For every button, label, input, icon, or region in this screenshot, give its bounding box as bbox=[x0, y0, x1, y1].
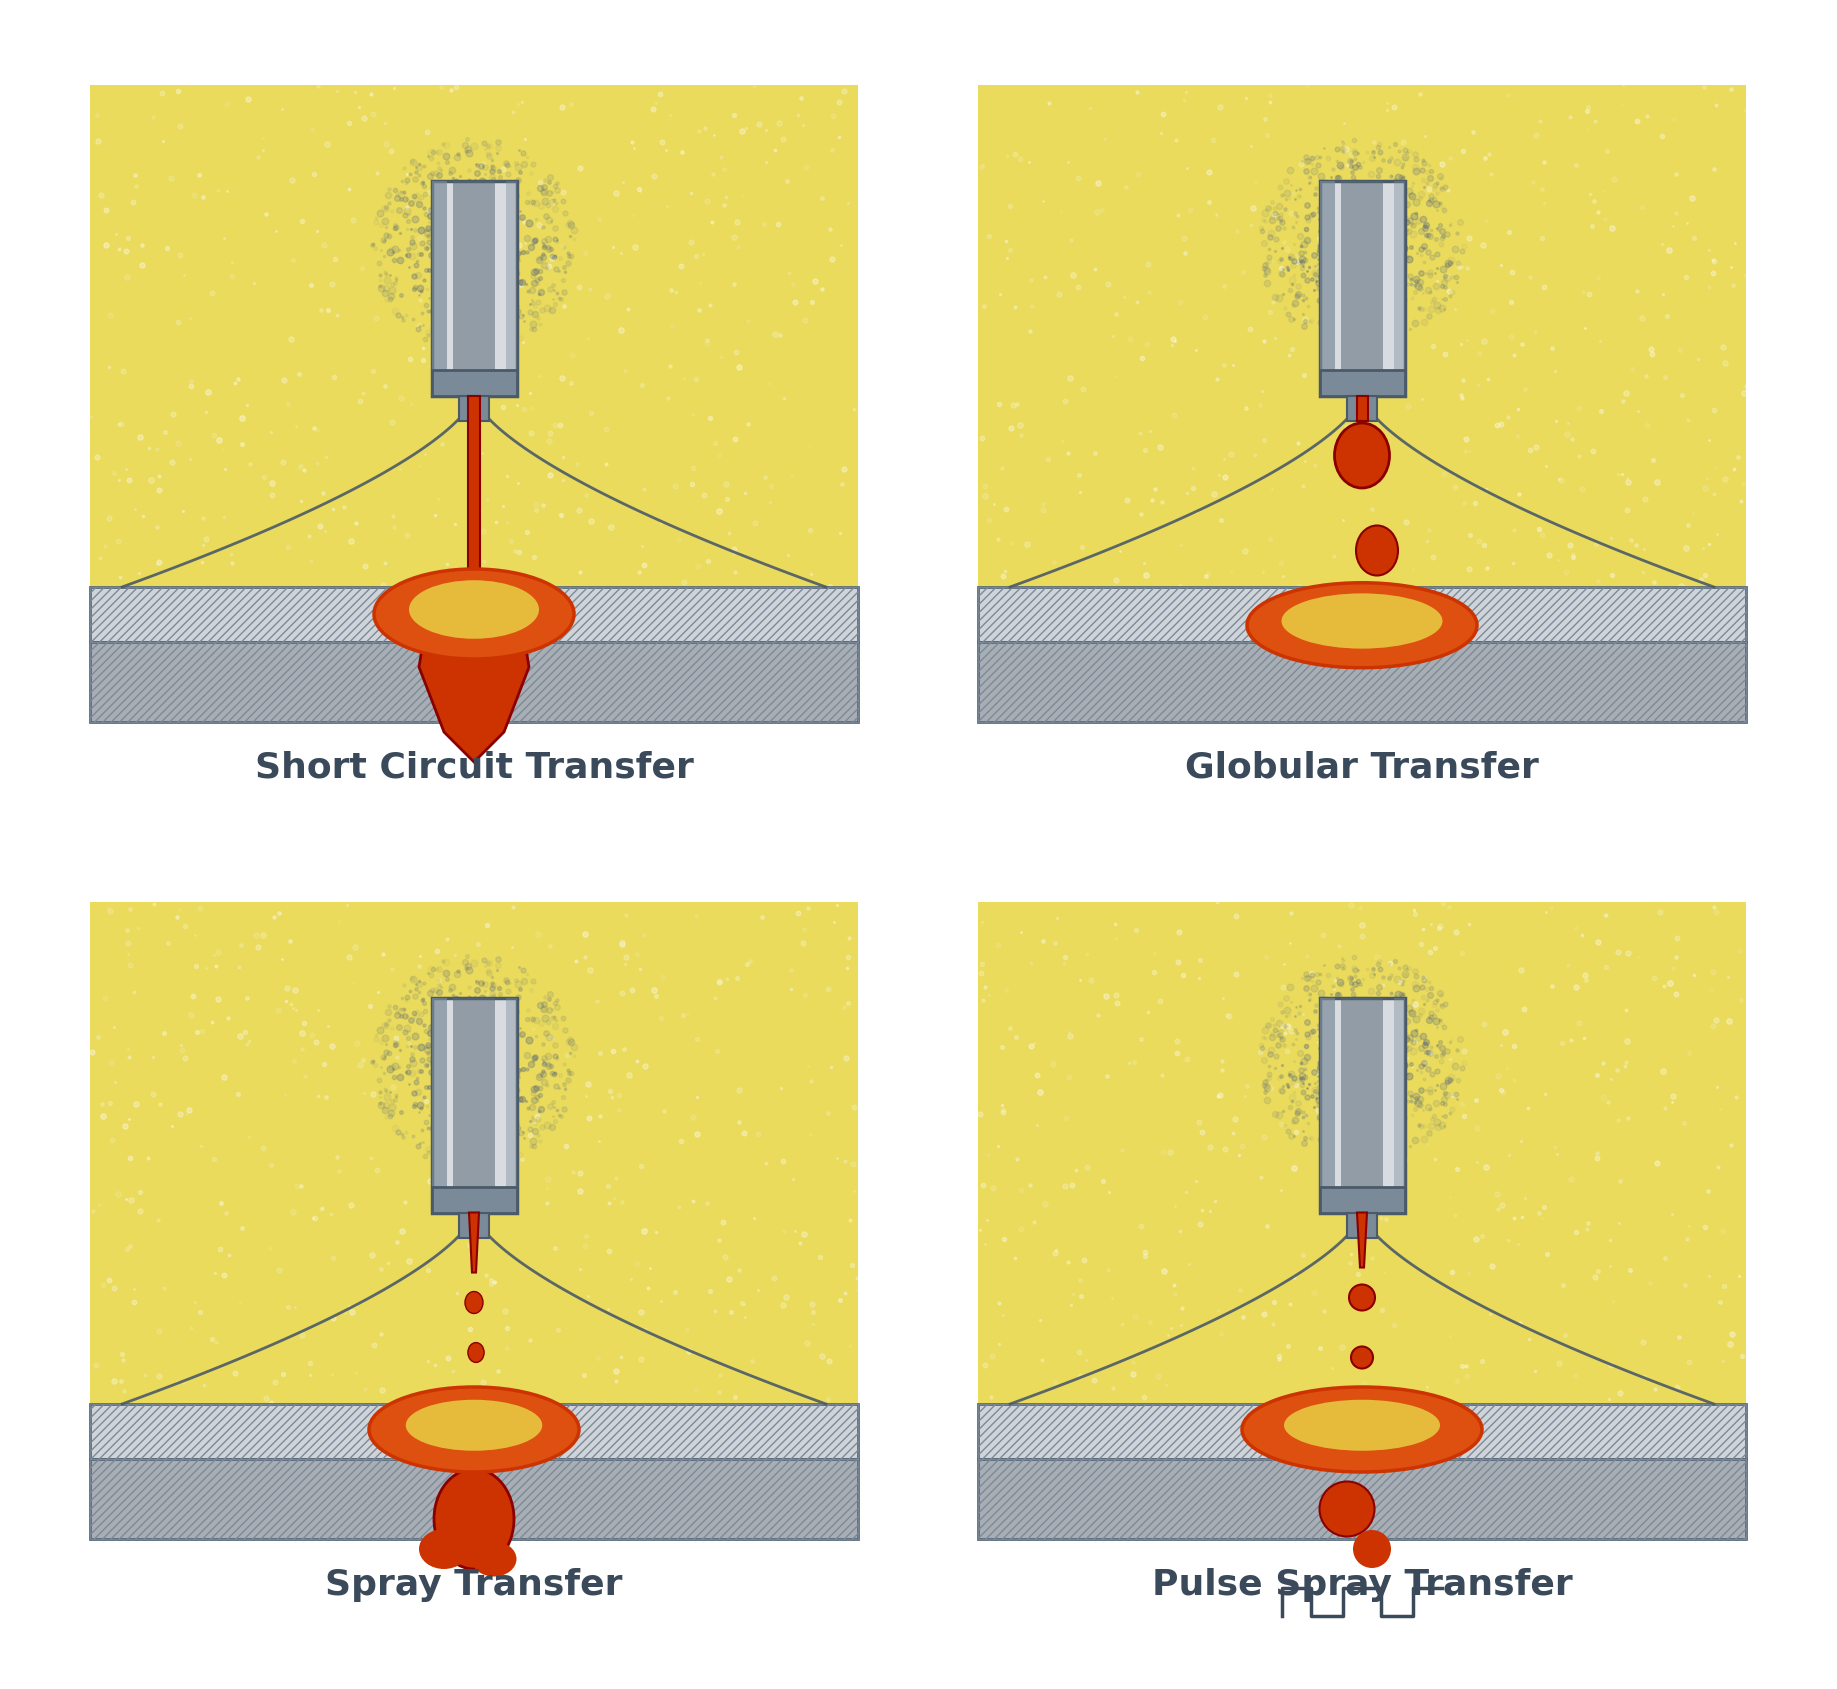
Bar bbox=[1356, 397, 1367, 421]
Bar bbox=[977, 1459, 1745, 1539]
Bar bbox=[1347, 397, 1378, 422]
Ellipse shape bbox=[1247, 583, 1477, 669]
Ellipse shape bbox=[468, 1343, 485, 1363]
Bar bbox=[977, 642, 1745, 723]
Bar bbox=[977, 902, 1745, 1469]
Bar bbox=[977, 1404, 1745, 1459]
Ellipse shape bbox=[465, 1292, 483, 1314]
Bar bbox=[977, 642, 1745, 723]
Ellipse shape bbox=[465, 1398, 479, 1417]
Bar bbox=[432, 998, 446, 1213]
Bar bbox=[1319, 998, 1335, 1213]
Bar bbox=[452, 998, 496, 1213]
Bar bbox=[977, 1459, 1745, 1539]
Text: Globular Transfer: Globular Transfer bbox=[1185, 750, 1539, 784]
Bar bbox=[977, 86, 1745, 652]
Ellipse shape bbox=[410, 581, 538, 640]
Bar bbox=[90, 86, 858, 652]
Bar bbox=[977, 588, 1745, 642]
Bar bbox=[452, 181, 496, 397]
Text: Spray Transfer: Spray Transfer bbox=[325, 1567, 623, 1601]
Bar bbox=[507, 181, 516, 397]
Ellipse shape bbox=[406, 1400, 542, 1451]
Bar bbox=[1394, 998, 1405, 1213]
Bar bbox=[1319, 181, 1335, 397]
Ellipse shape bbox=[1282, 595, 1442, 649]
Bar bbox=[977, 1404, 1745, 1459]
Ellipse shape bbox=[1334, 424, 1389, 488]
Bar bbox=[90, 902, 858, 1469]
Ellipse shape bbox=[1284, 1400, 1440, 1451]
Polygon shape bbox=[1358, 1213, 1367, 1268]
Bar bbox=[90, 1459, 858, 1539]
Ellipse shape bbox=[468, 1444, 481, 1461]
Text: Short Circuit Transfer: Short Circuit Transfer bbox=[255, 750, 693, 784]
Bar bbox=[432, 370, 516, 397]
Bar bbox=[432, 998, 516, 1213]
Ellipse shape bbox=[369, 1387, 579, 1473]
Ellipse shape bbox=[375, 569, 573, 660]
Bar bbox=[432, 1187, 516, 1213]
Ellipse shape bbox=[1319, 1481, 1374, 1537]
Bar bbox=[90, 588, 858, 642]
Bar bbox=[90, 1404, 858, 1459]
Bar bbox=[468, 397, 479, 578]
Bar bbox=[432, 181, 446, 397]
Bar bbox=[1319, 1187, 1405, 1213]
Text: Pulse Spray Transfer: Pulse Spray Transfer bbox=[1152, 1567, 1572, 1601]
Ellipse shape bbox=[419, 1529, 468, 1569]
Bar bbox=[459, 1213, 489, 1238]
Polygon shape bbox=[468, 1213, 479, 1274]
Bar bbox=[90, 588, 858, 642]
Bar bbox=[432, 181, 516, 397]
Ellipse shape bbox=[1242, 1387, 1482, 1473]
Polygon shape bbox=[419, 608, 529, 762]
Bar bbox=[90, 642, 858, 723]
Bar bbox=[1319, 370, 1405, 397]
Ellipse shape bbox=[434, 1469, 514, 1569]
Circle shape bbox=[1348, 1285, 1376, 1311]
Bar bbox=[90, 642, 858, 723]
Bar bbox=[977, 588, 1745, 642]
Bar bbox=[90, 1459, 858, 1539]
Bar bbox=[1347, 1213, 1378, 1238]
Bar bbox=[1394, 181, 1405, 397]
Bar bbox=[1319, 181, 1405, 397]
Circle shape bbox=[1350, 1346, 1372, 1368]
Bar bbox=[1341, 181, 1383, 397]
Bar bbox=[459, 397, 489, 422]
Bar bbox=[1319, 998, 1405, 1213]
Bar bbox=[1341, 998, 1383, 1213]
Ellipse shape bbox=[1356, 527, 1398, 576]
Ellipse shape bbox=[472, 1542, 516, 1576]
Bar bbox=[90, 1404, 858, 1459]
Ellipse shape bbox=[1354, 1530, 1391, 1567]
Bar bbox=[507, 998, 516, 1213]
